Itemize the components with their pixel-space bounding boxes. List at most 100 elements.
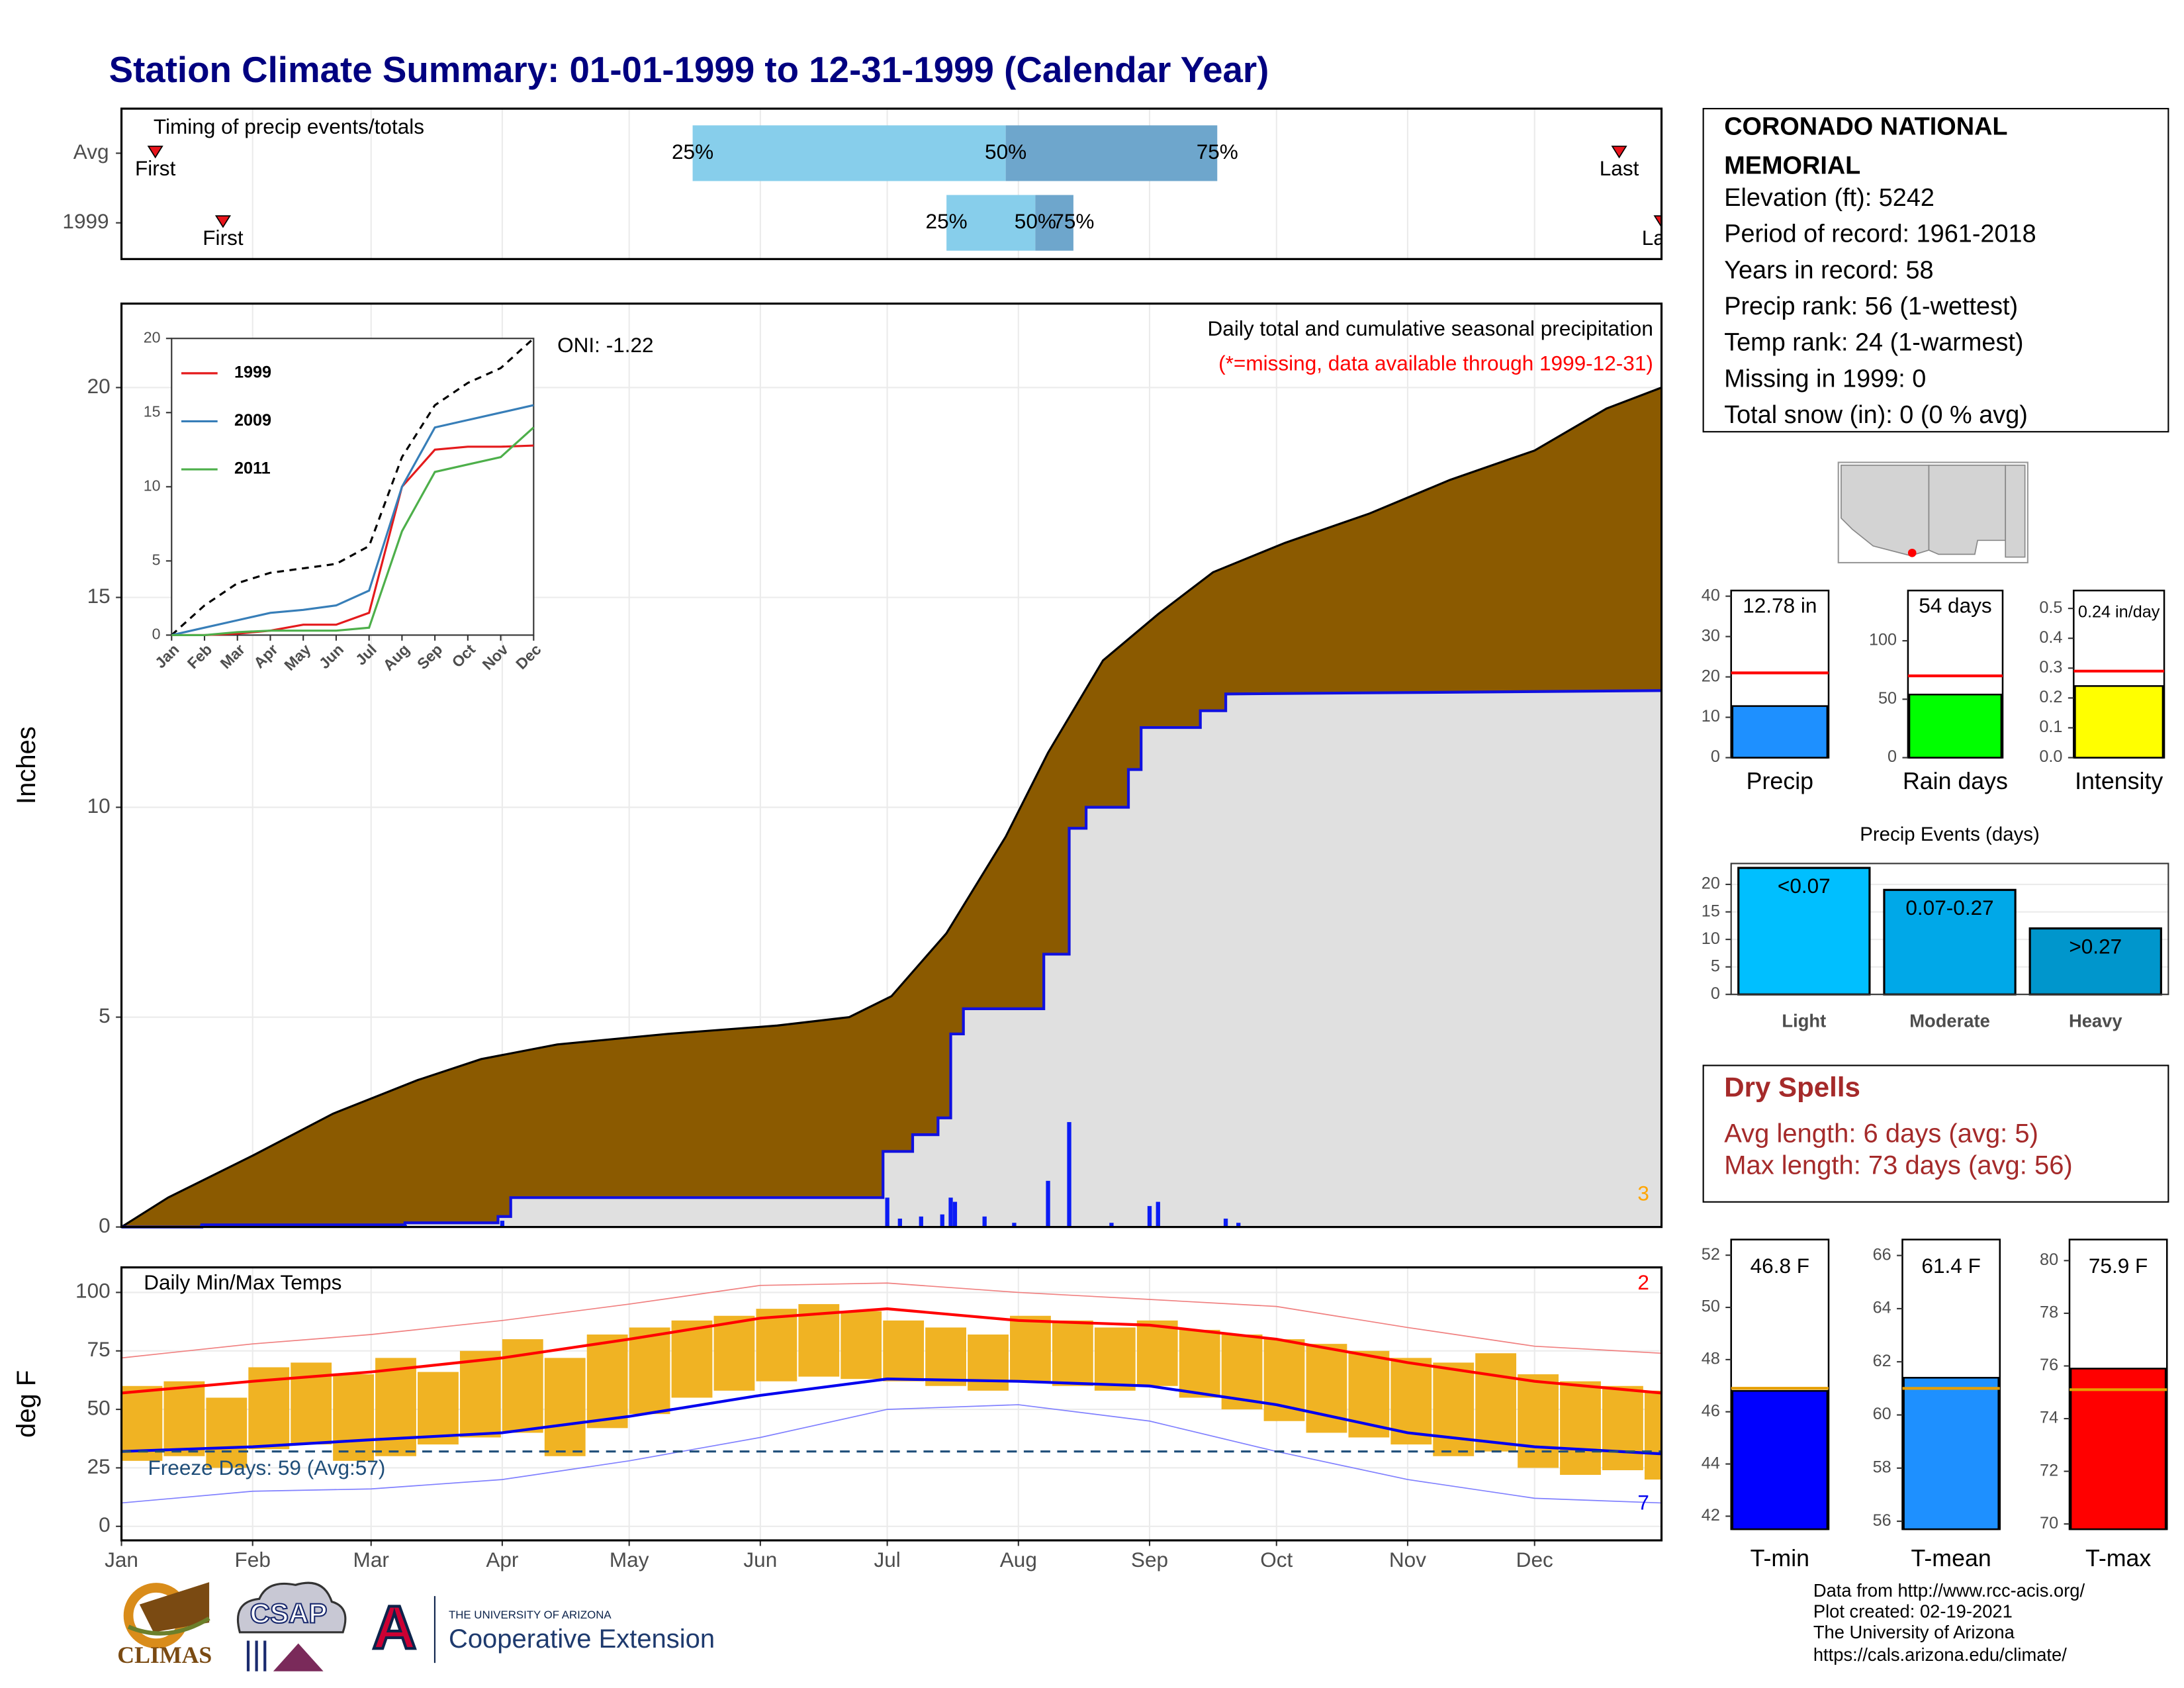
x-tick-label: Heavy <box>2069 1011 2122 1031</box>
y-tick-label: 0.5 <box>2039 598 2062 617</box>
temp-bar <box>1179 1329 1220 1398</box>
y-tick-label: 76 <box>2040 1356 2058 1374</box>
y-tick-label: 30 <box>1702 626 1720 645</box>
y-tick-label: 20 <box>144 328 161 346</box>
value-label: 75.9 F <box>2089 1254 2148 1278</box>
y-tick-label: 44 <box>1702 1454 1720 1472</box>
daily-bar <box>1012 1223 1017 1227</box>
temp-bar <box>925 1327 966 1386</box>
y-tick-label: 10 <box>144 477 161 494</box>
y-tick-label: 20 <box>87 374 111 398</box>
temp-bar <box>629 1327 670 1415</box>
gauge-bar <box>1731 705 1829 759</box>
y-tick-label: 100 <box>75 1279 111 1303</box>
daily-bar <box>1109 1223 1114 1227</box>
gauge-label: Precip <box>1747 768 1813 794</box>
y-tick-label: 58 <box>1873 1458 1891 1476</box>
temp-bar <box>1094 1327 1136 1391</box>
quartile-label: 50% <box>1015 209 1056 233</box>
daily-bar <box>1046 1180 1050 1227</box>
average-line <box>120 386 1662 1228</box>
temp-bar <box>671 1320 713 1398</box>
temp-bar <box>883 1320 925 1382</box>
y-tick-label: 10 <box>87 794 111 818</box>
value-label: 61.4 F <box>1921 1254 1980 1278</box>
corner-label: 3 <box>1637 1182 1649 1205</box>
y-tick-label: 52 <box>1702 1245 1720 1264</box>
y-tick-label: 5 <box>152 551 161 568</box>
info-lines: Elevation (ft): 5242 Period of record: 19… <box>1724 184 2036 429</box>
panel-title: Precip Events (days) <box>1860 823 2040 845</box>
marker-label: First <box>135 156 176 180</box>
y-tick-label: 80 <box>2040 1250 2058 1269</box>
marker-label: Last <box>1642 226 1682 250</box>
panel-frame <box>1730 863 2169 996</box>
legend-label: 1999 <box>234 363 271 382</box>
gauge-label: Intensity <box>2075 768 2163 794</box>
bar-label: >0.27 <box>2069 934 2122 958</box>
y-tick-label: 60 <box>1873 1405 1891 1423</box>
y-tick-label: 62 <box>1873 1352 1891 1370</box>
quartile-label: 25% <box>672 140 713 164</box>
gauge-bar <box>2074 685 2164 759</box>
logo-text: CSAP <box>250 1598 328 1629</box>
quartile-label: 75% <box>1052 209 1094 233</box>
annotation: Freeze Days: 59 (Avg:57) <box>148 1456 386 1479</box>
y-tick-label: 50 <box>87 1395 111 1419</box>
x-tick-label: Apr <box>486 1548 518 1571</box>
legend-label: 2011 <box>234 459 271 478</box>
temp-bar <box>418 1372 459 1445</box>
footer-line: Data from http://www.rcc-acis.org/ <box>1813 1580 2085 1601</box>
info-line: Years in record: 58 <box>1724 256 1933 284</box>
logo-csap: CSAP <box>236 1581 347 1671</box>
y-tick-label: 0 <box>1711 984 1720 1003</box>
y-tick-label: 20 <box>1702 874 1720 893</box>
temp-bar <box>1560 1381 1601 1476</box>
marker-label: Last <box>1600 156 1639 180</box>
bar-label: <0.07 <box>1778 874 1831 898</box>
bar-label: 0.07-0.27 <box>1905 896 1993 919</box>
gauge-bar <box>2070 1368 2167 1530</box>
y-tick-label: 20 <box>1702 667 1720 685</box>
daily-bar <box>199 1225 205 1227</box>
annotation: ONI: -1.22 <box>557 333 654 357</box>
y-tick-label: 15 <box>144 402 161 420</box>
temp-bar <box>544 1358 586 1456</box>
daily-bar <box>1067 1122 1071 1227</box>
x-tick-label: Moderate <box>1909 1011 1990 1031</box>
y-tick-label: 25 <box>87 1454 111 1478</box>
quartile-label: 50% <box>985 140 1026 164</box>
location-map <box>1837 461 2028 564</box>
gauge-label: Rain days <box>1903 768 2008 794</box>
y-tick-label: 75 <box>87 1337 111 1361</box>
temp-bar <box>1644 1390 1662 1480</box>
series-line <box>171 444 534 636</box>
info-line: Precip rank: 56 (1-wettest) <box>1724 293 2018 320</box>
temp-bar <box>206 1397 248 1468</box>
y-tick-label: 0 <box>1888 747 1897 766</box>
x-tick-label: Jul <box>874 1548 900 1571</box>
legend-label: 2009 <box>234 411 271 430</box>
logo-text: THE UNIVERSITY OF ARIZONA <box>449 1609 612 1621</box>
panel-title: Timing of precip events/totals <box>154 115 424 138</box>
panel-title: Daily total and cumulative seasonal prec… <box>1208 316 1653 340</box>
y-tick-label: 40 <box>1702 586 1720 604</box>
y-tick-label: 42 <box>1702 1506 1720 1524</box>
x-tick-label: Jan <box>105 1548 138 1571</box>
daily-bar <box>500 1221 505 1227</box>
observed-line <box>121 689 1662 1229</box>
x-tick-label: Nov <box>1389 1548 1426 1571</box>
info-line: Missing in 1999: 0 <box>1724 365 1926 393</box>
value-label: 46.8 F <box>1751 1254 1809 1278</box>
y-tick-label: 56 <box>1873 1511 1891 1530</box>
gauge-bar <box>1908 693 2003 759</box>
daily-bar <box>940 1214 944 1227</box>
info-line: Elevation (ft): 5242 <box>1724 184 1934 212</box>
y-tick-label: 46 <box>1702 1401 1720 1420</box>
y-tick-label: 0.1 <box>2039 718 2062 736</box>
panel-title: Daily Min/Max Temps <box>144 1270 341 1294</box>
temp-bar <box>1602 1385 1643 1470</box>
daily-bar <box>952 1201 958 1227</box>
